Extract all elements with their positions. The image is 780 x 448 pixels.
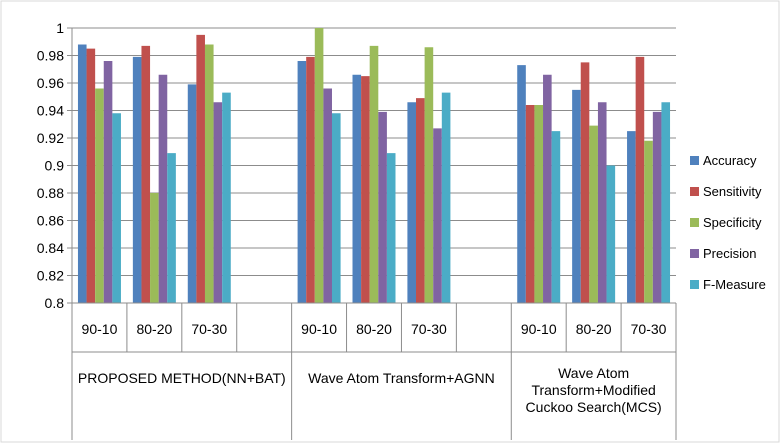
bar-f-measure	[551, 131, 561, 303]
bar-specificity	[589, 125, 598, 303]
y-tick-label: 0.96	[37, 75, 64, 91]
bar-specificity	[424, 47, 434, 303]
bar-accuracy	[407, 102, 417, 303]
legend-swatch	[690, 249, 699, 258]
legend-label: Accuracy	[703, 153, 757, 168]
x-category-label: 90-10	[301, 321, 337, 337]
bar-f-measure	[606, 165, 616, 303]
x-category-label: 80-20	[356, 321, 392, 337]
bar-precision	[597, 102, 607, 303]
bar-accuracy	[627, 131, 636, 303]
bar-sensitivity	[525, 105, 535, 303]
bar-specificity	[204, 44, 214, 303]
legend-swatch	[690, 156, 699, 165]
bar-sensitivity	[306, 56, 315, 303]
x-group-label: Transform+Modified	[531, 382, 655, 398]
y-tick-label: 0.84	[37, 240, 64, 256]
bar-precision	[158, 74, 168, 303]
bar-accuracy	[297, 61, 307, 303]
x-category-label: 90-10	[82, 321, 118, 337]
x-category-label: 70-30	[631, 321, 667, 337]
bar-sensitivity	[141, 45, 151, 303]
bar-precision	[433, 128, 442, 303]
bar-sensitivity	[580, 62, 590, 303]
y-tick-label: 0.9	[45, 158, 65, 174]
bar-f-measure	[331, 113, 341, 303]
x-group-labels: PROPOSED METHOD(NN+BAT) Wave Atom Transfo…	[78, 365, 662, 415]
legend-swatch	[690, 187, 699, 196]
y-tick-label: 0.92	[37, 130, 64, 146]
bar-specificity	[644, 140, 653, 303]
bar-specificity	[95, 88, 104, 303]
x-group-label: PROPOSED METHOD(NN+BAT)	[78, 370, 286, 386]
bar-accuracy	[132, 56, 142, 303]
bar-precision	[652, 111, 662, 303]
bar-sensitivity	[361, 76, 370, 303]
y-tick-label: 0.94	[37, 103, 64, 119]
x-category-label: 80-20	[576, 321, 612, 337]
x-category-label: 90-10	[521, 321, 557, 337]
y-tick-label: 1	[56, 20, 64, 36]
bar-accuracy	[352, 74, 362, 303]
y-tick-label: 0.98	[37, 48, 64, 64]
bar-accuracy	[77, 44, 87, 303]
x-category-label: 80-20	[136, 321, 172, 337]
legend-label: Specificity	[703, 215, 762, 230]
bar-precision	[378, 111, 387, 303]
legend-swatch	[690, 280, 699, 289]
bar-sensitivity	[416, 98, 425, 303]
bar-specificity	[534, 105, 544, 303]
axes	[67, 27, 677, 440]
x-category-label: 70-30	[191, 321, 227, 337]
x-group-label: Wave Atom Transform+AGNN	[308, 370, 495, 386]
bar-f-measure	[661, 102, 671, 303]
y-tick-label: 0.82	[37, 268, 64, 284]
bar-accuracy	[187, 84, 197, 303]
y-tick-label: 0.86	[37, 213, 64, 229]
bar-f-measure	[441, 92, 451, 303]
legend-label: Sensitivity	[703, 184, 762, 199]
x-category-labels: 90-10 80-20 70-30 90-10 80-20 70-30 90-10 80-20…	[82, 321, 667, 337]
y-tick-label: 0.8	[45, 295, 65, 311]
x-category-label: 70-30	[411, 321, 447, 337]
bar-precision	[543, 74, 552, 303]
x-group-label: Wave Atom	[558, 365, 629, 381]
y-tick-labels: 0.8 0.82 0.84 0.86 0.88 0.9 0.92 0.94 0.96 0.98 1	[37, 20, 64, 311]
bar-f-measure	[112, 113, 121, 303]
bar-sensitivity	[635, 56, 645, 303]
bar-precision	[323, 88, 332, 303]
x-group-label: Cuckoo Search(MCS)	[526, 399, 662, 415]
bar-precision	[213, 102, 223, 303]
y-tick-label: 0.88	[37, 185, 64, 201]
legend: Accuracy Sensitivity Specificity Precision F…	[690, 153, 766, 292]
legend-swatch	[690, 218, 699, 227]
bar-specificity	[314, 28, 324, 303]
bars	[77, 28, 671, 303]
legend-label: F-Measure	[703, 277, 766, 292]
bar-f-measure	[167, 153, 176, 303]
legend-label: Precision	[703, 246, 756, 261]
bar-sensitivity	[196, 34, 205, 303]
bar-accuracy	[517, 65, 526, 303]
bar-precision	[103, 61, 113, 303]
bar-sensitivity	[86, 48, 96, 303]
bar-f-measure	[222, 92, 231, 303]
bar-specificity	[150, 193, 159, 303]
bar-specificity	[369, 45, 379, 303]
bar-f-measure	[386, 153, 396, 303]
bar-accuracy	[572, 89, 581, 303]
